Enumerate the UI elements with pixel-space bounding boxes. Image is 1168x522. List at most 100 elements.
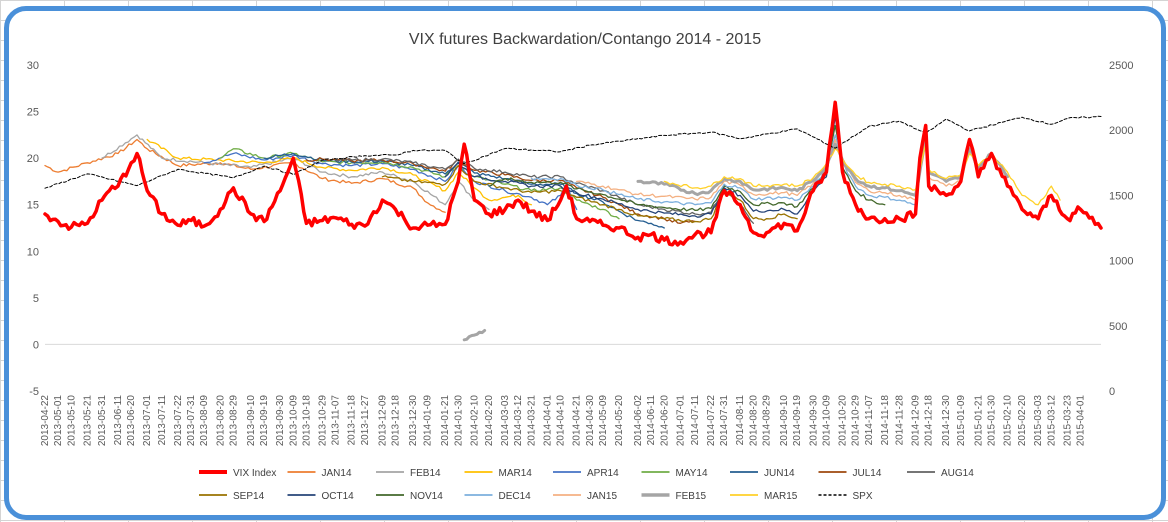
x-tick-label: 2014-07-11	[690, 395, 701, 446]
chart-frame: VIX futures Backwardation/Contango 2014 …	[4, 6, 1166, 520]
x-tick-label: 2013-05-01	[53, 395, 64, 447]
x-tick-label: 2013-09-10	[246, 395, 257, 447]
x-tick-label: 2013-07-11	[157, 395, 168, 446]
x-tick-label: 2013-10-18	[301, 395, 312, 447]
x-tick-label: 2014-01-30	[453, 395, 464, 447]
x-tick-label: 2013-12-18	[391, 395, 402, 447]
x-tick-label: 2015-02-20	[1017, 395, 1028, 447]
x-tick-label: 2014-04-01	[542, 395, 553, 447]
x-tick-label: 2014-05-09	[598, 395, 609, 447]
x-tick-label: 2015-01-09	[956, 395, 967, 447]
x-tick-label: 2013-07-31	[186, 395, 197, 447]
x-tick-label: 2015-03-03	[1033, 395, 1044, 447]
x-tick-label: 2013-08-20	[215, 395, 226, 447]
x-tick-label: 2014-06-02	[633, 395, 644, 447]
series-line-vix-index	[43, 100, 1103, 247]
x-tick-label: 2013-05-10	[66, 395, 77, 447]
y-left-tick-label: 15	[27, 200, 39, 212]
x-tick-label: 2013-09-19	[259, 395, 270, 447]
y-right-tick-label: 0	[1109, 386, 1115, 398]
x-tick-label: 2014-07-22	[706, 395, 717, 447]
x-tick-label: 2013-12-09	[377, 395, 388, 447]
legend-label: JAN15	[587, 491, 617, 502]
legend-label: AUG14	[941, 468, 974, 479]
legend-label: SPX	[853, 491, 873, 502]
x-tick-label: 2013-04-22	[40, 395, 51, 447]
x-tick-label: 2014-06-20	[659, 395, 670, 447]
x-tick-label: 2014-12-09	[911, 395, 922, 447]
chart-title: VIX futures Backwardation/Contango 2014 …	[409, 31, 761, 48]
series-line-dec14	[530, 134, 917, 206]
x-tick-label: 2015-01-21	[973, 395, 984, 447]
y-right-tick-label: 500	[1109, 321, 1127, 333]
x-tick-label: 2014-07-31	[719, 395, 730, 447]
x-tick-label: 2014-11-18	[880, 395, 891, 446]
legend-label: JUN14	[764, 468, 795, 479]
y-left-tick-label: 30	[27, 60, 39, 72]
series-line-aug14	[335, 157, 755, 224]
x-tick-label: 2013-07-01	[142, 395, 153, 447]
x-tick-label: 2013-06-11	[113, 395, 124, 446]
legend-label: MAR14	[499, 468, 533, 479]
x-tick-label: 2014-09-19	[792, 395, 803, 447]
x-tick-label: 2014-02-10	[469, 395, 480, 447]
legend-label: OCT14	[322, 491, 355, 502]
series-line-jan15	[576, 138, 971, 201]
x-tick-label: 2014-11-28	[894, 395, 905, 446]
x-tick-label: 2014-01-21	[440, 395, 451, 447]
y-left-tick-label: 25	[27, 107, 39, 119]
x-tick-label: 2014-08-11	[735, 395, 746, 446]
x-tick-label: 2014-10-29	[851, 395, 862, 447]
x-tick-label: 2014-03-03	[500, 395, 511, 447]
x-tick-label: 2015-04-01	[1076, 395, 1087, 447]
x-tick-label: 2014-04-10	[556, 395, 567, 447]
x-tick-label: 2013-05-31	[97, 395, 108, 447]
x-tick-label: 2013-10-09	[288, 395, 299, 447]
series-line-feb15	[462, 138, 1009, 342]
legend-label: DEC14	[499, 491, 532, 502]
series-line-jul14	[305, 157, 696, 224]
x-tick-label: 2014-02-20	[484, 395, 495, 447]
y-left-tick-label: 0	[33, 339, 39, 351]
x-tick-label: 2014-03-21	[526, 395, 537, 447]
x-tick-label: 2014-10-09	[821, 395, 832, 447]
series-line-jan14	[44, 138, 446, 213]
legend-label: JUL14	[853, 468, 882, 479]
x-tick-label: 2013-11-18	[347, 395, 358, 446]
x-tick-label: 2013-11-27	[360, 395, 371, 446]
legend-label: APR14	[587, 468, 619, 479]
x-tick-label: 2014-09-30	[808, 395, 819, 447]
x-tick-label: 2013-10-29	[318, 395, 329, 447]
series-line-oct14	[444, 115, 844, 218]
x-tick-label: 2013-08-09	[199, 395, 210, 447]
vix-futures-chart: VIX futures Backwardation/Contango 2014 …	[27, 31, 1134, 502]
x-tick-label: 2014-08-29	[762, 395, 773, 447]
series-line-apr14	[203, 152, 578, 211]
y-left-tick-label: 5	[33, 293, 39, 305]
x-tick-label: 2013-05-21	[82, 395, 93, 447]
x-tick-label: 2014-04-21	[572, 395, 583, 447]
x-tick-label: 2014-08-20	[748, 395, 759, 447]
x-tick-label: 2013-11-07	[331, 395, 342, 446]
x-tick-label: 2014-12-30	[941, 395, 952, 447]
y-right-tick-label: 2000	[1109, 125, 1133, 137]
x-tick-label: 2013-12-30	[408, 395, 419, 447]
x-tick-label: 2014-06-11	[646, 395, 657, 446]
x-tick-label: 2014-07-01	[675, 395, 686, 447]
y-left-tick-label: 10	[27, 246, 39, 258]
x-tick-label: 2014-10-20	[837, 395, 848, 447]
y-right-tick-label: 1500	[1109, 190, 1133, 202]
x-tick-label: 2014-05-20	[614, 395, 625, 447]
series-line-sep14	[381, 164, 798, 224]
x-tick-label: 2014-01-09	[423, 395, 434, 447]
x-tick-label: 2015-02-10	[1003, 395, 1014, 447]
x-tick-label: 2014-03-12	[513, 395, 524, 447]
legend-label: MAR15	[764, 491, 798, 502]
y-right-tick-label: 1000	[1109, 256, 1133, 268]
x-tick-label: 2013-08-29	[228, 395, 239, 447]
legend-label: SEP14	[233, 491, 265, 502]
x-tick-label: 2013-07-22	[173, 395, 184, 447]
y-left-tick-label: -5	[29, 386, 39, 398]
x-tick-label: 2015-03-12	[1046, 395, 1057, 447]
x-tick-label: 2015-01-30	[986, 395, 997, 447]
